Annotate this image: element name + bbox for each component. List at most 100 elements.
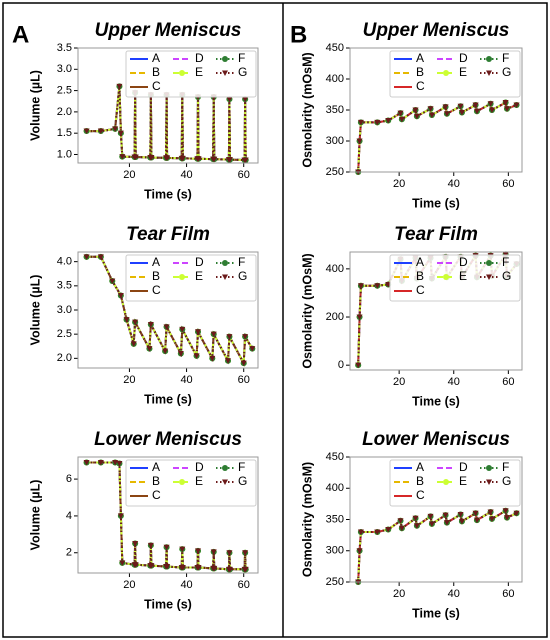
marker	[242, 96, 249, 103]
y-axis-label: Osmolarity (mOsM)	[300, 462, 314, 577]
legend-label: E	[459, 65, 467, 79]
legend-marker	[222, 274, 228, 280]
panel-label: B	[290, 21, 307, 48]
marker	[240, 360, 247, 367]
marker	[210, 331, 217, 338]
marker	[112, 126, 119, 132]
marker	[147, 322, 154, 328]
marker	[226, 334, 233, 340]
y-tick-label: 200	[326, 311, 344, 323]
marker	[357, 529, 364, 535]
plot-data	[83, 459, 249, 573]
y-tick-label: 400	[326, 73, 344, 85]
legend-label: G	[238, 474, 247, 488]
marker	[179, 326, 186, 333]
marker	[117, 293, 124, 299]
legend-label: D	[459, 255, 468, 269]
marker	[502, 508, 509, 514]
legend-marker	[222, 260, 228, 266]
marker	[513, 510, 520, 517]
y-tick-label: 250	[326, 576, 344, 588]
axes-frame	[77, 251, 259, 369]
marker	[116, 83, 123, 90]
y-tick-label: 1.0	[57, 148, 72, 160]
marker	[109, 278, 116, 284]
legend-label: C	[152, 488, 161, 502]
chart-title: Upper Meniscus	[95, 20, 242, 41]
y-tick-label: 300	[326, 135, 344, 147]
panel-label: A	[12, 21, 29, 48]
series-line	[86, 86, 247, 162]
y-axis-label: Osmolarity (mOsM)	[300, 253, 314, 368]
marker	[97, 460, 104, 466]
legend-label: C	[416, 488, 425, 502]
marker	[428, 112, 435, 118]
marker	[398, 116, 405, 123]
x-tick-label: 20	[393, 588, 405, 600]
marker	[148, 563, 155, 569]
y-axis-label: Volume (µL)	[28, 70, 42, 141]
chart-title: Tear Film	[126, 224, 210, 245]
marker	[397, 518, 404, 524]
marker	[97, 254, 104, 260]
y-tick-label: 4.0	[57, 256, 72, 268]
marker	[163, 324, 170, 330]
legend-label: C	[152, 79, 161, 93]
marker	[249, 346, 256, 352]
marker	[179, 546, 186, 553]
legend-label: F	[238, 255, 245, 269]
legend-marker	[486, 56, 492, 62]
legend-marker	[443, 479, 449, 485]
marker	[123, 317, 130, 323]
y-tick-label: 250	[326, 166, 344, 178]
legend-marker	[486, 260, 492, 266]
chart-title: Tear Film	[394, 224, 478, 245]
marker	[83, 128, 90, 135]
marker	[443, 520, 450, 526]
axes-frame	[349, 47, 523, 173]
marker	[457, 103, 464, 110]
marker	[195, 329, 201, 335]
y-tick-label: 2.5	[57, 328, 72, 340]
marker	[442, 512, 449, 519]
legend-label: E	[459, 269, 467, 283]
y-tick-label: 2.0	[57, 352, 72, 364]
marker	[473, 108, 480, 115]
legend-box	[125, 50, 257, 98]
legend-label: G	[238, 65, 247, 79]
legend-box	[125, 254, 257, 302]
legend-label: A	[416, 255, 424, 269]
x-tick-label: 40	[448, 376, 460, 388]
marker	[442, 104, 449, 110]
y-tick-label: 3.0	[57, 304, 72, 316]
x-tick-label: 60	[502, 376, 514, 388]
marker	[458, 518, 465, 525]
x-tick-label: 60	[502, 588, 514, 600]
y-tick-label: 1.5	[57, 127, 72, 139]
marker	[164, 155, 171, 161]
plot-data	[355, 99, 520, 175]
marker	[473, 517, 480, 524]
marker	[97, 128, 104, 135]
legend-label: D	[459, 460, 468, 474]
marker	[488, 516, 495, 522]
legend-marker	[222, 479, 228, 485]
marker	[374, 529, 381, 535]
marker	[503, 106, 510, 112]
y-tick-label: 3.5	[57, 280, 72, 292]
marker	[242, 334, 249, 340]
y-tick-label: 2	[66, 547, 72, 559]
marker	[163, 544, 170, 551]
x-tick-label: 20	[393, 376, 405, 388]
legend-marker	[179, 70, 185, 76]
y-tick-label: 450	[326, 42, 344, 54]
legend-label: B	[152, 269, 160, 283]
y-tick-label: 300	[326, 545, 344, 557]
x-tick-label: 20	[123, 579, 135, 591]
marker	[179, 155, 186, 162]
legend-label: D	[195, 51, 204, 65]
marker	[513, 102, 520, 109]
marker	[177, 351, 184, 357]
marker	[132, 541, 139, 547]
legend-box	[389, 50, 521, 98]
